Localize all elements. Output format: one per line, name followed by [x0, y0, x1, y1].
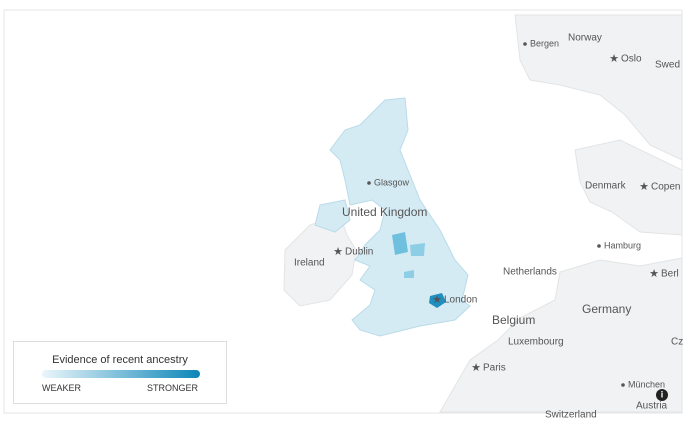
info-icon[interactable]: [656, 389, 668, 401]
place-label: Oslo: [621, 54, 642, 65]
place-label: London: [444, 295, 477, 306]
place-label: Luxembourg: [508, 337, 564, 348]
place-label: Denmark: [585, 181, 627, 192]
capital-star: ★: [333, 246, 343, 258]
great-britain: [329, 97, 471, 337]
info-icon-glyph: i: [661, 389, 664, 399]
place-label: Germany: [582, 302, 631, 316]
legend-min: WEAKER: [42, 383, 82, 393]
place-label: Dublin: [345, 247, 373, 258]
hotspot: [429, 293, 446, 308]
place-label: Austria: [636, 401, 668, 412]
place-label: Copen: [651, 182, 680, 193]
continent: [439, 257, 683, 413]
place-label: Ireland: [294, 258, 325, 269]
legend: Evidence of recent ancestry WEAKER STRON…: [13, 341, 227, 404]
place-label: Glasgow: [374, 177, 410, 187]
place-label: Netherlands: [503, 267, 557, 278]
city-dot: [367, 181, 371, 185]
place-label: Cz: [671, 337, 683, 348]
scandinavia: [514, 14, 683, 161]
place-label: Hamburg: [604, 240, 641, 250]
place-label: München: [628, 379, 665, 389]
city-dot: [621, 383, 625, 387]
place-label: United Kingdom: [342, 205, 427, 219]
legend-gradient: [42, 370, 200, 378]
place-label: Bergen: [530, 38, 559, 48]
land: [283, 14, 683, 413]
place-label: Switzerland: [545, 410, 597, 421]
capital-star: ★: [639, 181, 649, 193]
northern-ireland: [314, 199, 351, 233]
city-dot: [523, 42, 527, 46]
place-label: Norway: [568, 33, 602, 44]
hotspot: [392, 232, 408, 255]
city-dot: [597, 244, 601, 248]
place-label: Belgium: [492, 313, 535, 327]
capital-star: ★: [471, 362, 481, 374]
legend-title: Evidence of recent ancestry: [52, 354, 188, 366]
place-label: Swed: [655, 60, 680, 71]
denmark: [574, 139, 683, 236]
capital-star: ★: [649, 268, 659, 280]
hotspot: [410, 243, 425, 256]
capital-star: ★: [432, 294, 442, 306]
place-label: Berl: [661, 269, 679, 280]
legend-max: STRONGER: [146, 383, 198, 393]
place-label: Paris: [483, 363, 506, 374]
hotspot: [404, 270, 414, 278]
capital-star: ★: [609, 53, 619, 65]
